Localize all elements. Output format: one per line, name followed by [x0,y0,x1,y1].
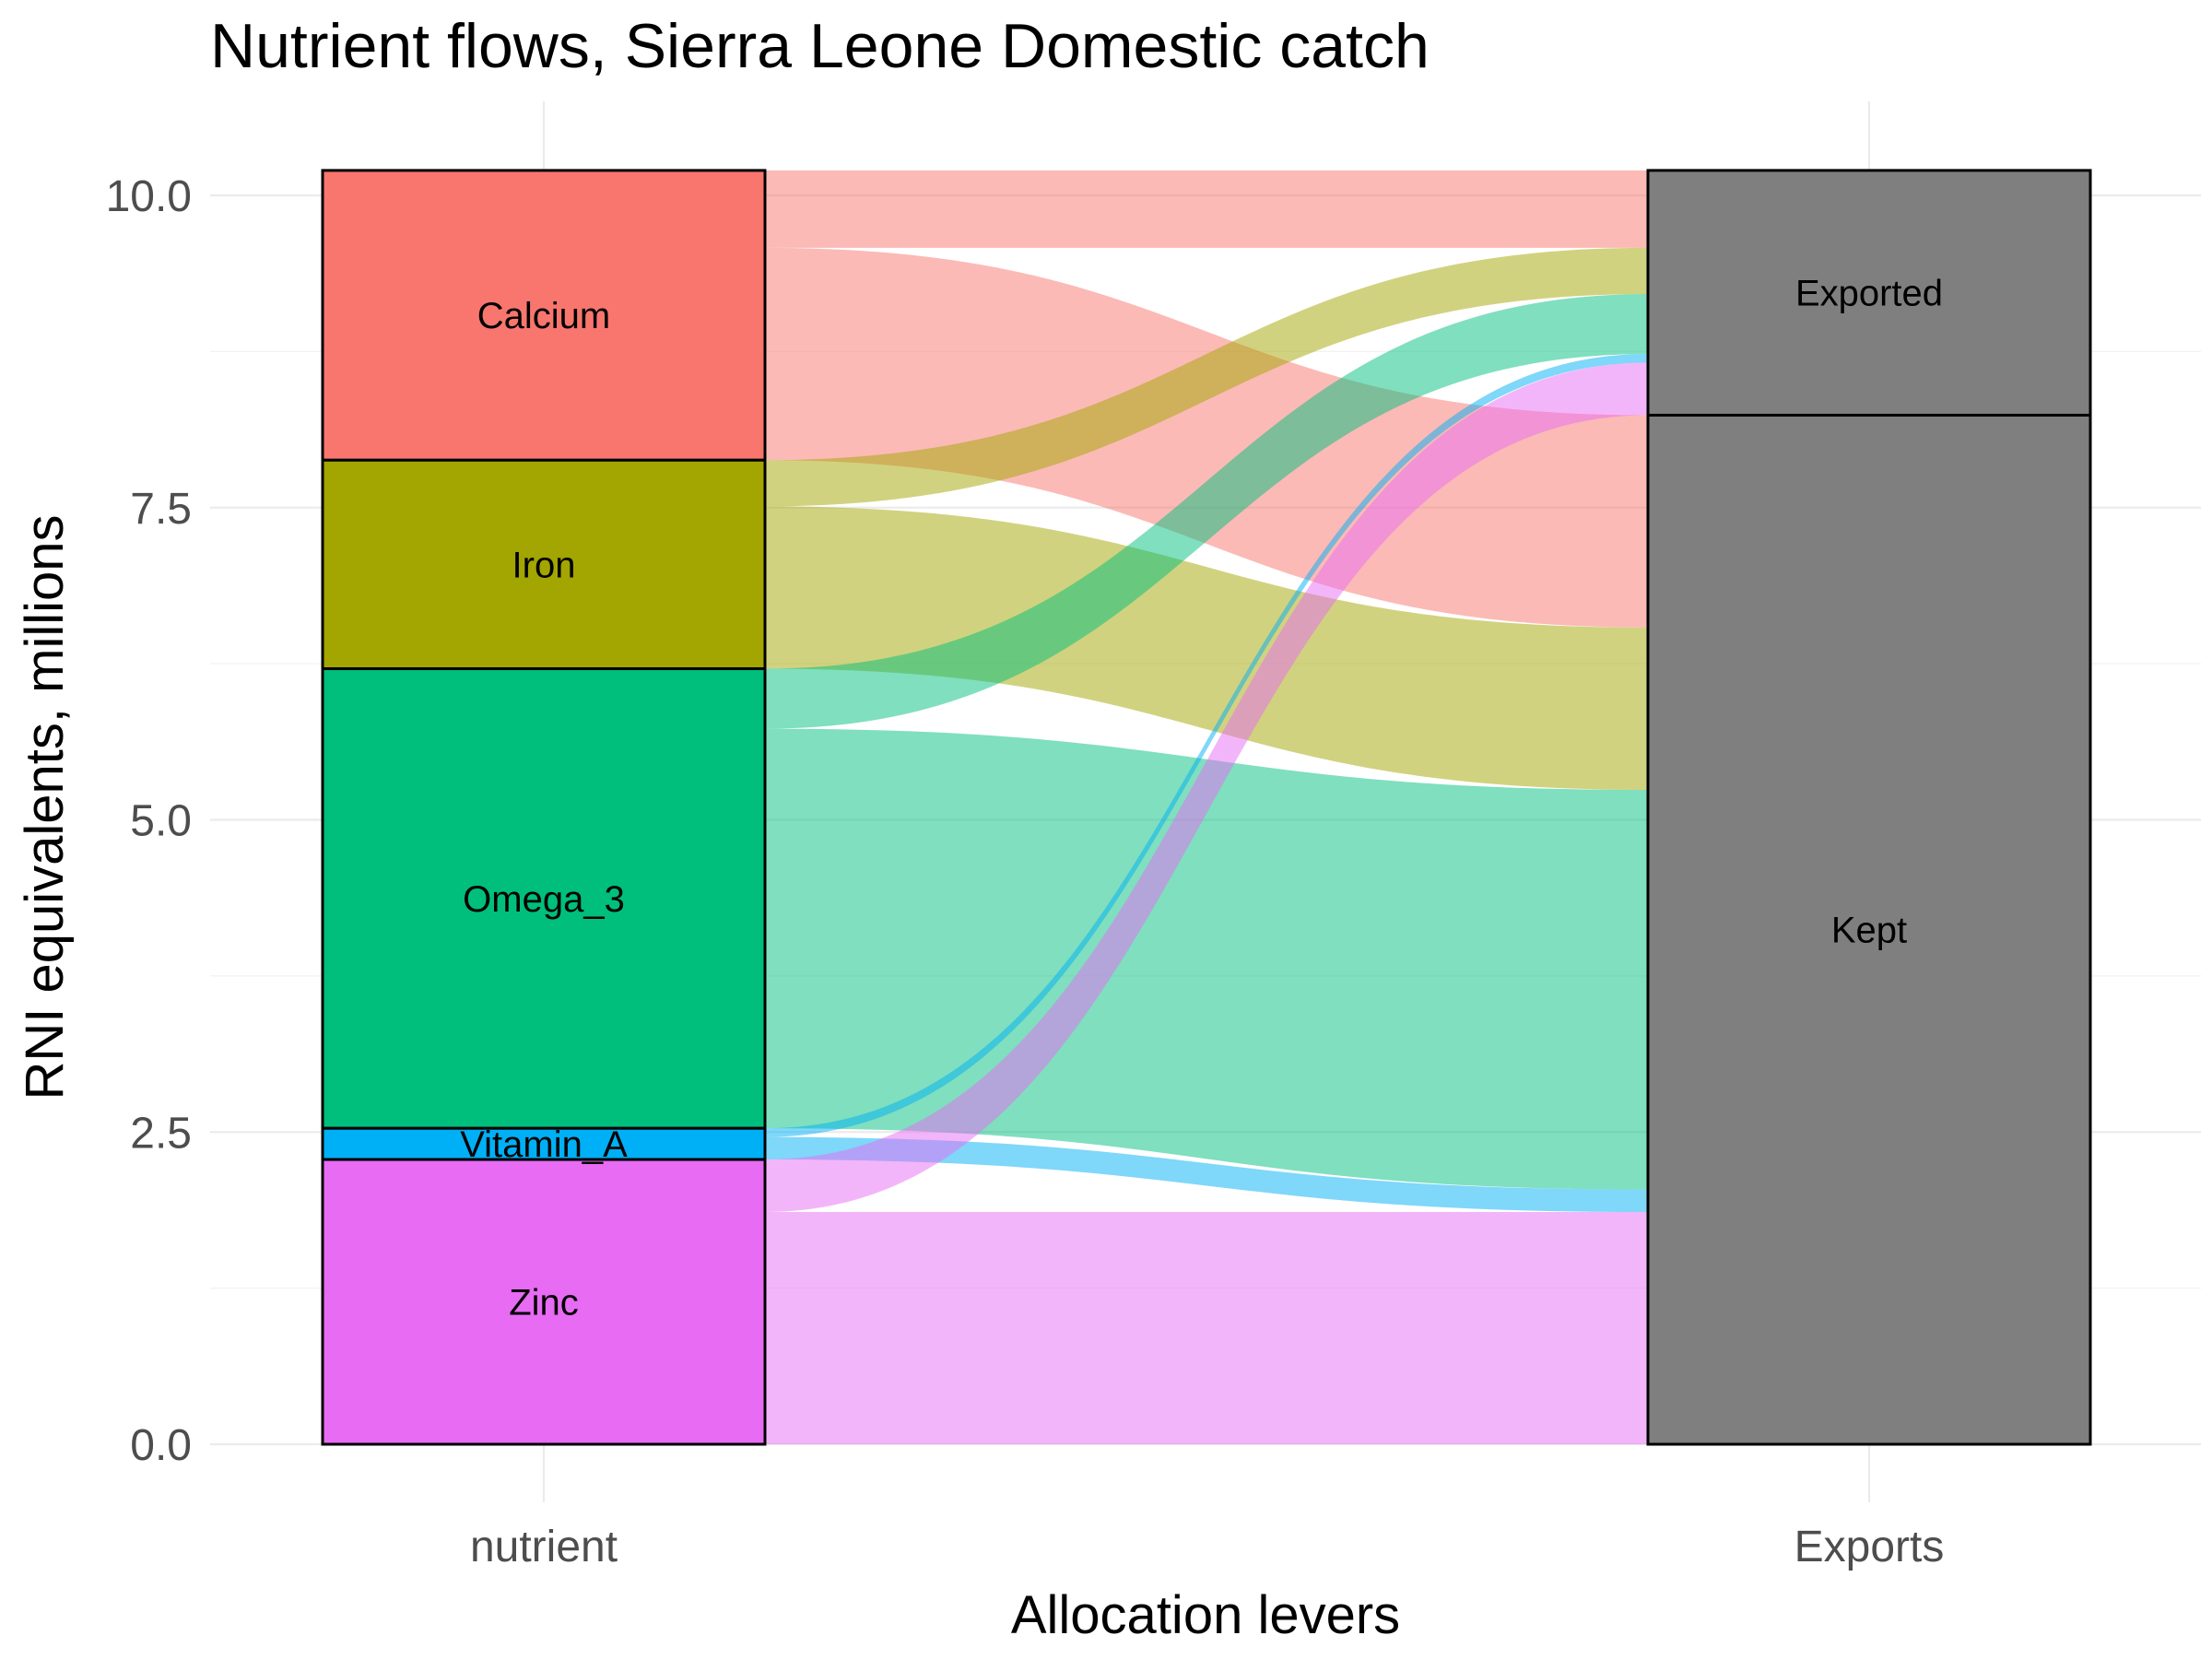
x-axis-title: Allocation levers [1011,1585,1400,1645]
stratum-label-omega-3: Omega_3 [463,879,625,920]
flow-calcium-kept [765,247,1648,628]
flow-omega-3-kept [765,728,1648,1190]
y-tick-label: 5.0 [130,797,192,846]
x-tick-label-exports: Exports [1794,1523,1945,1571]
stratum-label-vitamin-a: Vitamin_A [460,1124,628,1165]
y-tick-label: 2.5 [130,1109,192,1158]
flow-vitamin-a-kept [765,1136,1648,1212]
stratum-layer [321,169,2092,1446]
stratum-label-kept: Kept [1831,911,1907,951]
flow-zinc-kept [765,1211,1648,1444]
stratum-label-calcium: Calcium [477,296,610,336]
flow-omega-3-exported [765,294,1648,729]
x-tick-label-nutrient: nutrient [470,1523,618,1571]
stratum-exported [1646,169,2092,417]
y-tick-label: 7.5 [130,485,192,534]
axis-layer: 0.0 2.5 5.0 7.5 10.0 nutrient Exports [106,172,1945,1571]
flow-zinc-exported [765,362,1648,1212]
flow-iron-kept [765,506,1648,790]
stratum-label-exported: Exported [1795,274,1943,314]
stratum-label-layer: Calcium Iron Omega_3 Vitamin_A Zinc Exported K… [460,274,1943,1324]
stratum-label-zinc: Zinc [509,1283,579,1324]
stratum-kept [1646,413,2092,1446]
y-tick-label: 0.0 [130,1421,192,1470]
flow-iron-exported [765,247,1648,507]
y-axis-title: RNI equivalents, millions [15,514,75,1100]
stratum-zinc [321,1158,767,1446]
flow-vitamin-a-exported [765,354,1648,1137]
stratum-label-iron: Iron [512,545,576,585]
flow-calcium-exported [765,170,1648,248]
chart-title: Nutrient flows, Sierra Leone Domestic ca… [210,11,1430,81]
y-tick-label: 10.0 [106,172,192,221]
flow-layer [765,170,1648,1444]
